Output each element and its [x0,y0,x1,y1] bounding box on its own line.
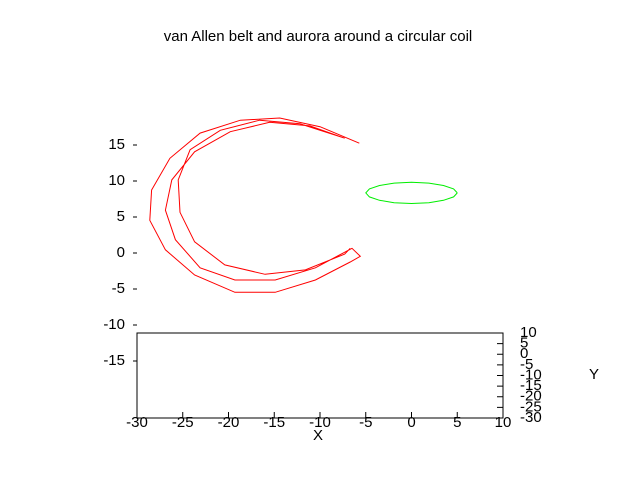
x-tick-label: -10 [309,414,331,431]
y-tick-label: -30 [520,409,542,426]
z-tick-label: 5 [117,208,125,225]
x-tick-label: -30 [126,414,148,431]
y-tick-label: -15 [520,377,542,394]
x-tick-label: -5 [359,414,372,431]
z-tick-label: 10 [108,172,125,189]
z-tick-label: 0 [117,244,125,261]
curve [149,117,362,293]
chart-title: van Allen belt and aurora around a circu… [164,28,473,45]
x-tick-label: 10 [495,414,512,431]
curve [365,181,458,205]
y-tick-label: -20 [520,388,542,405]
z-tick-label: -10 [103,316,125,333]
x-tick-label: 0 [407,414,415,431]
x-axis-label: X [313,427,323,444]
z-tick-label: 15 [108,136,125,153]
y-tick-label: 10 [520,324,537,341]
z-tick-label: -15 [103,352,125,369]
x-tick-label: -15 [263,414,285,431]
y-tick-label: -10 [520,366,542,383]
y-axis-label: Y [589,366,599,383]
y-tick-label: -5 [520,356,533,373]
y-tick-label: 5 [520,335,528,352]
x-tick-label: 5 [453,414,461,431]
y-tick-label: -25 [520,398,542,415]
z-tick-label: -5 [112,280,125,297]
y-tick-label: 0 [520,345,528,362]
x-tick-label: -20 [218,414,240,431]
x-tick-label: -25 [172,414,194,431]
